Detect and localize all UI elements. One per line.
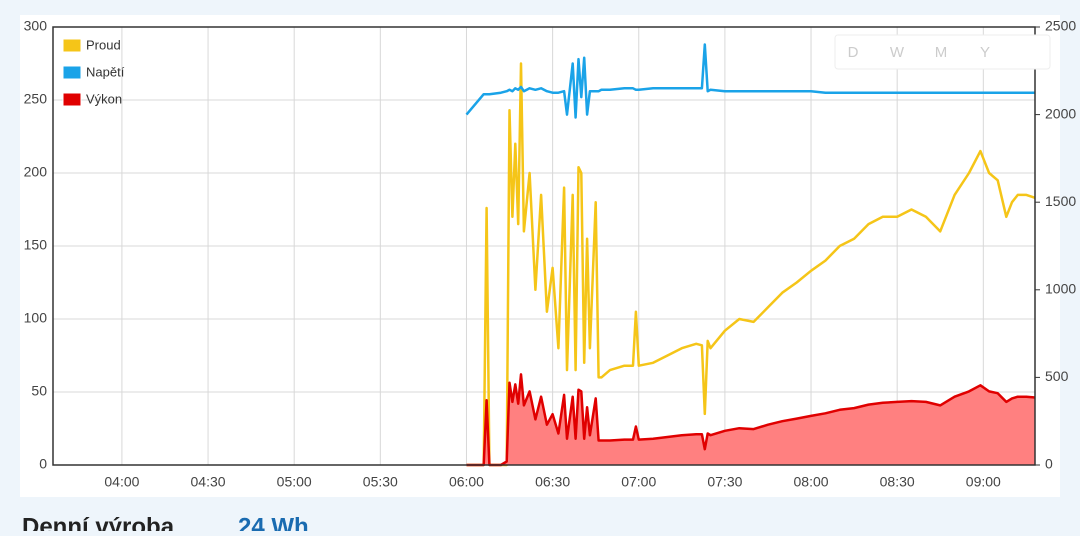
y-tick-label: 150 (24, 237, 48, 253)
x-tick-label: 06:30 (535, 474, 570, 490)
x-tick-label: 09:00 (966, 474, 1001, 490)
x-tick-label: 04:30 (191, 474, 226, 490)
range-button[interactable]: D (848, 44, 859, 61)
x-tick-label: 08:30 (880, 474, 915, 490)
area (466, 374, 1035, 465)
legend-swatch (62, 65, 82, 80)
y2-tick-label: 500 (1045, 368, 1069, 384)
x-tick-label: 04:00 (104, 474, 139, 490)
y-tick-label: 200 (24, 164, 48, 180)
line (466, 62, 1036, 467)
range-button[interactable]: Y (980, 44, 990, 61)
y-tick-label: 250 (24, 91, 48, 107)
footer-value: 24 Wh (238, 513, 309, 531)
x-tick-label: 05:30 (363, 474, 398, 490)
footer-label: Denní výroba (22, 513, 175, 531)
line (466, 373, 1036, 467)
y2-tick-label: 1500 (1045, 193, 1076, 209)
range-button[interactable]: M (935, 44, 948, 61)
legend-label: Výkon (86, 91, 122, 106)
plot-frame (52, 26, 1036, 466)
range-switch (834, 34, 1051, 70)
y-tick-label: 0 (39, 456, 47, 472)
range-button[interactable]: W (890, 44, 905, 61)
legend-label: Proud (86, 37, 121, 52)
y2-tick-label: 1000 (1045, 281, 1076, 297)
x-tick-label: 06:00 (449, 474, 484, 490)
legend-label: Napětí (86, 64, 125, 79)
y-tick-label: 100 (24, 310, 48, 326)
y-tick-label: 50 (31, 383, 47, 399)
x-tick-label: 07:30 (707, 474, 742, 490)
x-tick-label: 05:00 (277, 474, 312, 490)
x-tick-label: 07:00 (621, 474, 656, 490)
y-tick-label: 300 (24, 18, 48, 34)
y2-tick-label: 0 (1045, 456, 1053, 472)
legend-swatch (62, 38, 82, 53)
x-tick-label: 08:00 (794, 474, 829, 490)
y2-tick-label: 2000 (1045, 105, 1076, 121)
legend-swatch (62, 92, 82, 107)
y2-tick-label: 2500 (1045, 18, 1076, 34)
line (465, 43, 1035, 119)
